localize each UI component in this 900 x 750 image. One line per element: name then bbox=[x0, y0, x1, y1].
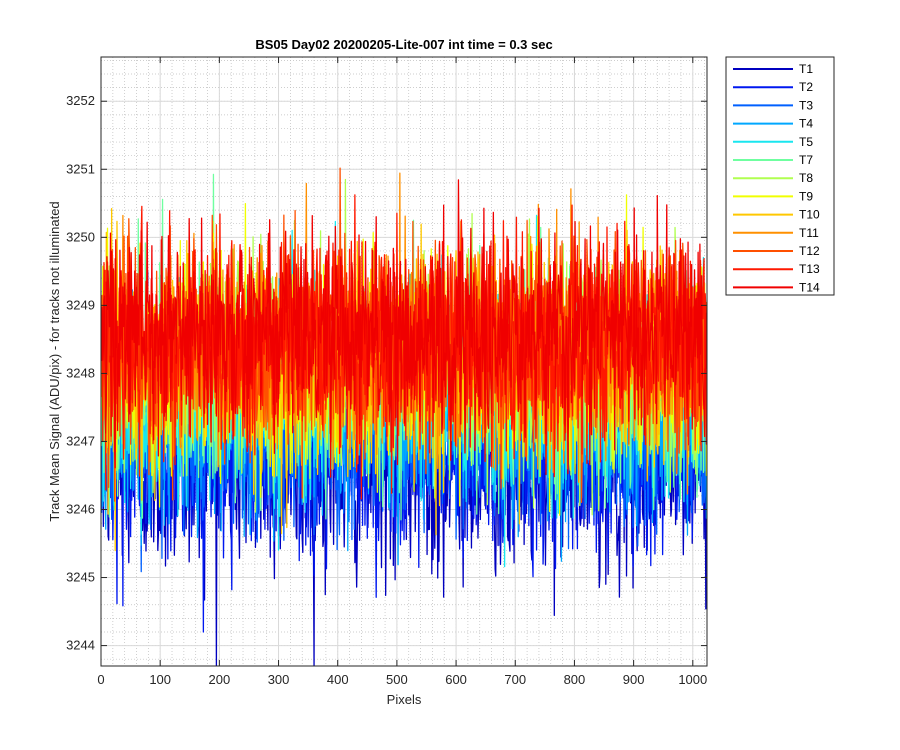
x-tick-label: 900 bbox=[623, 672, 645, 687]
y-axis-ticks: 3244 3245 3246 3247 3248 3249 3250 3251 3252 bbox=[66, 93, 707, 653]
y-tick-label: 3245 bbox=[66, 570, 95, 585]
legend-box bbox=[725, 56, 835, 296]
legend-label: T5 bbox=[799, 135, 813, 149]
x-tick-label: 400 bbox=[327, 672, 349, 687]
plot-frame bbox=[100, 56, 708, 667]
legend-label: T14 bbox=[799, 280, 820, 294]
y-tick-label: 3248 bbox=[66, 365, 95, 380]
x-tick-label: 500 bbox=[386, 672, 408, 687]
legend-label: T11 bbox=[799, 226, 819, 240]
legend-label: T3 bbox=[799, 98, 813, 112]
y-tick-label: 3252 bbox=[66, 93, 95, 108]
x-tick-label: 300 bbox=[268, 672, 290, 687]
x-tick-label: 700 bbox=[504, 672, 526, 687]
legend-label: T9 bbox=[799, 189, 813, 203]
legend-label: T8 bbox=[799, 171, 813, 185]
x-axis-ticks: 0 100 200 300 400 500 600 700 800 900 1000 bbox=[97, 57, 707, 687]
y-tick-label: 3249 bbox=[66, 297, 95, 312]
legend-label: T7 bbox=[799, 153, 813, 167]
legend-label: T12 bbox=[799, 244, 820, 258]
y-tick-label: 3251 bbox=[66, 161, 95, 176]
x-tick-label: 1000 bbox=[678, 672, 707, 687]
legend-label: T10 bbox=[799, 208, 820, 222]
x-tick-label: 0 bbox=[97, 672, 104, 687]
x-axis-label: Pixels bbox=[387, 692, 422, 707]
legend-label: T2 bbox=[799, 80, 813, 94]
x-tick-label: 800 bbox=[564, 672, 586, 687]
y-tick-label: 3246 bbox=[66, 501, 95, 516]
legend: T1 T2 T3 T4 T5 T7 T8 T9 T10 T11 T12 T13 T14 bbox=[725, 56, 835, 296]
series-line-t14 bbox=[101, 179, 707, 478]
y-tick-label: 3244 bbox=[66, 638, 95, 653]
x-tick-label: 200 bbox=[209, 672, 231, 687]
legend-label: T4 bbox=[799, 117, 813, 131]
legend-label: T1 bbox=[799, 62, 813, 76]
y-tick-label: 3250 bbox=[66, 229, 95, 244]
series-layer bbox=[101, 167, 707, 666]
chart-title: BS05 Day02 20200205-Lite-007 int time = … bbox=[255, 37, 552, 52]
legend-label: T13 bbox=[799, 262, 820, 276]
x-tick-label: 600 bbox=[445, 672, 467, 687]
y-tick-label: 3247 bbox=[66, 433, 95, 448]
x-tick-label: 100 bbox=[149, 672, 171, 687]
y-axis-label: Track Mean Signal (ADU/pix) - for tracks… bbox=[47, 201, 62, 521]
